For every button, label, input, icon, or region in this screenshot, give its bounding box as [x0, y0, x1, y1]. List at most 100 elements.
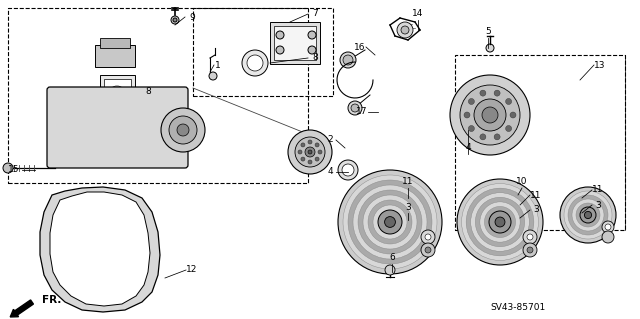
- Circle shape: [460, 85, 520, 145]
- Circle shape: [308, 31, 316, 39]
- Bar: [270, 22, 320, 64]
- Text: 6: 6: [389, 254, 395, 263]
- Text: 3: 3: [533, 205, 539, 214]
- Circle shape: [397, 22, 413, 38]
- Text: 11: 11: [403, 177, 413, 187]
- Text: 11: 11: [592, 186, 604, 195]
- Circle shape: [510, 112, 516, 118]
- Circle shape: [421, 243, 435, 257]
- Circle shape: [298, 150, 302, 154]
- Circle shape: [480, 202, 520, 242]
- Circle shape: [527, 234, 533, 240]
- Circle shape: [171, 16, 179, 24]
- Circle shape: [576, 203, 600, 227]
- Circle shape: [308, 160, 312, 164]
- Circle shape: [276, 46, 284, 54]
- Circle shape: [484, 206, 516, 238]
- Circle shape: [358, 190, 422, 254]
- Text: 15: 15: [8, 166, 20, 174]
- Text: 8: 8: [312, 54, 318, 63]
- Text: 2: 2: [327, 136, 333, 145]
- Polygon shape: [50, 192, 150, 306]
- Circle shape: [602, 231, 614, 243]
- Bar: [8, 8, 308, 183]
- Bar: [95, 45, 135, 67]
- Circle shape: [315, 157, 319, 161]
- Circle shape: [340, 52, 356, 68]
- Circle shape: [338, 170, 442, 274]
- Circle shape: [295, 137, 325, 167]
- Circle shape: [318, 150, 322, 154]
- Circle shape: [385, 265, 395, 275]
- Circle shape: [343, 175, 437, 269]
- Text: 16: 16: [355, 42, 365, 51]
- Circle shape: [173, 18, 177, 22]
- Circle shape: [108, 86, 126, 104]
- Text: 7: 7: [312, 10, 318, 19]
- Circle shape: [305, 147, 315, 157]
- Circle shape: [242, 50, 268, 76]
- Circle shape: [564, 191, 612, 239]
- Circle shape: [495, 217, 505, 227]
- Circle shape: [348, 180, 432, 264]
- Text: FR.: FR.: [42, 295, 61, 305]
- Circle shape: [602, 221, 614, 233]
- Circle shape: [3, 163, 13, 173]
- Circle shape: [351, 104, 359, 112]
- Text: 13: 13: [595, 61, 605, 70]
- Circle shape: [112, 90, 122, 100]
- Text: 11: 11: [531, 190, 541, 199]
- FancyArrow shape: [10, 300, 33, 317]
- Circle shape: [568, 195, 608, 235]
- Circle shape: [482, 107, 498, 123]
- Circle shape: [470, 193, 529, 251]
- Circle shape: [209, 72, 217, 80]
- Circle shape: [474, 99, 506, 131]
- Bar: [193, 8, 333, 96]
- Bar: [104, 79, 131, 99]
- Text: 1: 1: [215, 61, 221, 70]
- Circle shape: [523, 243, 537, 257]
- Circle shape: [368, 200, 412, 244]
- Circle shape: [308, 46, 316, 54]
- Circle shape: [301, 143, 305, 147]
- Circle shape: [315, 143, 319, 147]
- Circle shape: [468, 99, 474, 105]
- Text: 3: 3: [595, 201, 601, 210]
- Circle shape: [338, 160, 358, 180]
- Circle shape: [450, 75, 530, 155]
- Text: 10: 10: [516, 177, 528, 187]
- Text: 3: 3: [405, 204, 411, 212]
- Circle shape: [308, 140, 312, 144]
- Circle shape: [288, 130, 332, 174]
- Circle shape: [486, 44, 494, 52]
- Text: 17: 17: [356, 108, 368, 116]
- Circle shape: [169, 116, 197, 144]
- Circle shape: [348, 101, 362, 115]
- Circle shape: [401, 26, 409, 34]
- Circle shape: [363, 195, 417, 249]
- Circle shape: [605, 224, 611, 230]
- Text: 4: 4: [465, 144, 471, 152]
- Circle shape: [161, 108, 205, 152]
- Circle shape: [572, 199, 604, 231]
- Circle shape: [385, 217, 396, 227]
- Circle shape: [480, 134, 486, 140]
- Circle shape: [494, 134, 500, 140]
- Circle shape: [506, 125, 511, 131]
- Bar: [100, 38, 130, 48]
- Bar: [274, 26, 316, 60]
- Circle shape: [523, 230, 537, 244]
- Circle shape: [342, 164, 354, 176]
- Circle shape: [247, 55, 263, 71]
- Text: 12: 12: [186, 265, 198, 275]
- Circle shape: [177, 124, 189, 136]
- Circle shape: [353, 185, 427, 259]
- Circle shape: [461, 183, 538, 260]
- Circle shape: [464, 112, 470, 118]
- FancyBboxPatch shape: [47, 87, 188, 168]
- Bar: [455, 55, 625, 230]
- Text: 5: 5: [485, 27, 491, 36]
- Circle shape: [308, 150, 312, 154]
- Circle shape: [373, 205, 407, 239]
